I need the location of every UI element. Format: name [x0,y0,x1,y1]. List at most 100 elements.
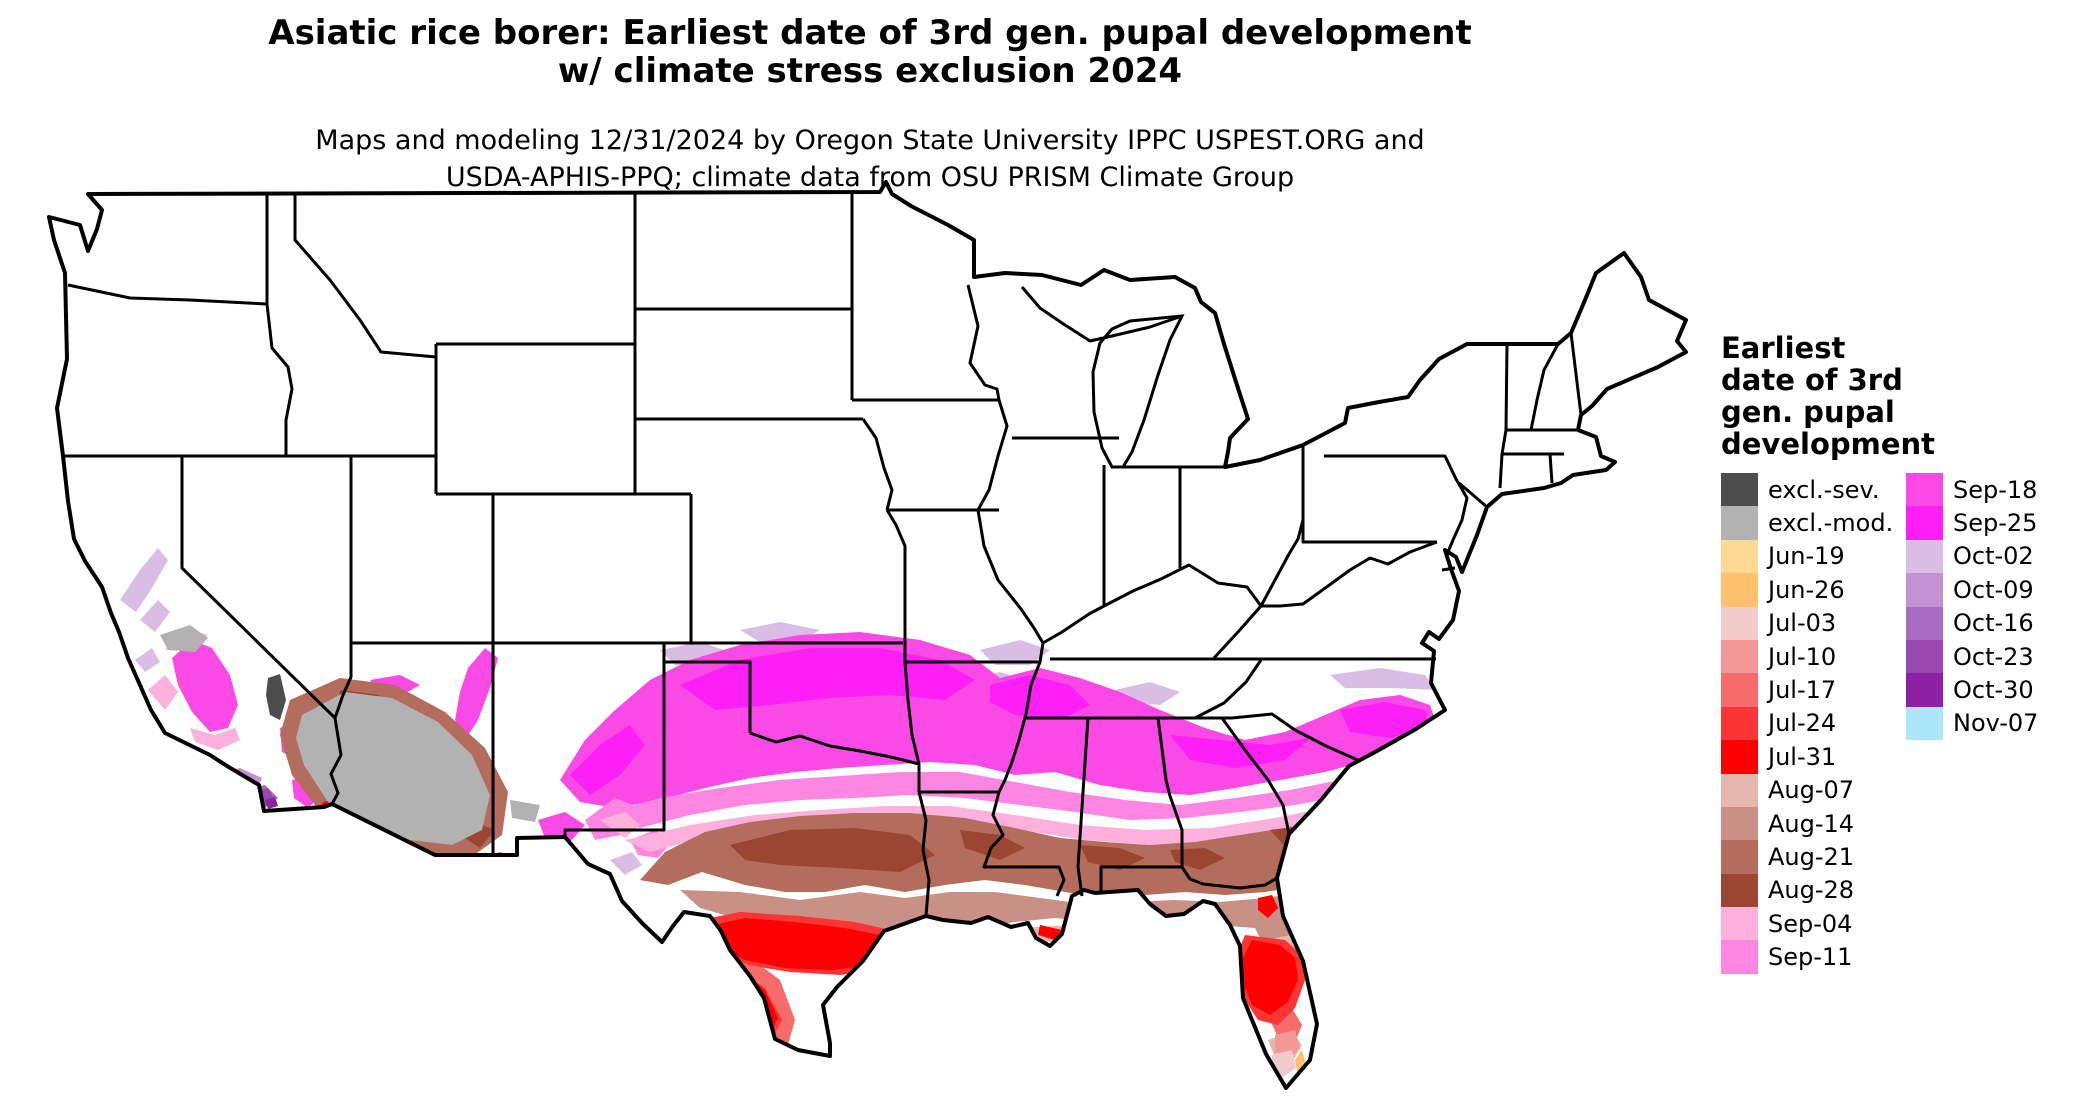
map-dot-jun26 [1261,1091,1269,1099]
page-title: Asiatic rice borer: Earliest date of 3rd… [40,14,1700,90]
map-region-excl-sev [266,674,286,720]
legend-swatch [1721,506,1758,540]
legend-item: excl.-mod. [1721,506,1894,540]
legend-label: Oct-30 [1953,676,2034,705]
map-region-sep25 [570,648,1430,795]
map-dot-jun26 [1277,1093,1283,1099]
legend-swatch [1906,539,1943,574]
legend-swatch [1721,639,1758,674]
legend-item: Oct-02 [1906,539,2038,574]
legend-label: Oct-16 [1953,609,2034,638]
map-region-aug28 [338,690,1345,880]
legend-label: Nov-07 [1953,709,2039,738]
legend-swatch [1721,673,1758,707]
legend-column-2: Sep-18 Sep-25 Oct-02 Oct-09 Oct-16 Oct-23 Oct-… [1906,473,2039,741]
legend-swatch [1906,673,1943,707]
legend-swatch [1721,539,1758,574]
legend-swatch [1721,806,1758,841]
map-dot-jun26 [1247,1089,1253,1095]
map-region-aug14 [680,880,1352,952]
subtitle-line-1: Maps and modeling 12/31/2024 by Oregon S… [315,125,1425,156]
legend-item: Nov-07 [1906,706,2039,741]
legend-column-1: excl.-sev. excl.-mod. Jun-19 Jun-26 Jul-03 Ju… [1721,473,1893,974]
legend-item: Aug-07 [1721,773,1893,807]
map-dot-jun19 [1256,1096,1260,1100]
legend-swatch [1721,706,1758,741]
legend-label: Jul-03 [1768,609,1837,638]
map-region-sep11 [585,755,1438,858]
legend-label: excl.-sev. [1768,475,1880,504]
map-dot-jun26 [1289,1087,1295,1088]
legend-swatch [1906,473,1943,507]
lake-michigan [1091,314,1185,469]
title-line-2: w/ climate stress exclusion 2024 [557,51,1183,91]
legend-swatch [1721,740,1758,774]
legend-item: Oct-23 [1906,639,2038,674]
legend-item: Jun-26 [1721,573,1893,607]
legend-item: Aug-14 [1721,806,1893,841]
legend-title: Earliest date of 3rd gen. pupal developm… [1721,331,1936,461]
legend-swatch [1721,940,1758,974]
state-borders [63,192,1583,917]
legend-label: Jul-10 [1768,642,1837,671]
legend-label: excl.-mod. [1768,509,1894,538]
title-line-1: Asiatic rice borer: Earliest date of 3rd… [268,13,1472,53]
legend-label: Jun-26 [1768,575,1845,604]
legend-swatch [1721,773,1758,807]
legend-swatch [1721,840,1758,874]
legend-item: Aug-21 [1721,840,1893,874]
page-subtitle: Maps and modeling 12/31/2024 by Oregon S… [40,122,1700,196]
legend-swatch [1906,573,1943,607]
legend-item: Jul-10 [1721,639,1893,674]
legend-item: Sep-25 [1906,506,2038,540]
legend-label: Jun-19 [1768,542,1845,571]
legend-label: Jul-31 [1768,742,1837,771]
legend-label: Sep-18 [1953,475,2038,504]
legend-item: Oct-30 [1906,673,2038,707]
legend-item: Sep-18 [1906,473,2038,507]
map-region-jul31 [700,895,1298,1038]
legend-swatch [1721,473,1758,507]
legend-swatch [1906,639,1943,674]
legend-item: Jul-24 [1721,706,1893,741]
legend-item: Aug-28 [1721,873,1893,908]
legend-item: Jul-03 [1721,606,1893,640]
map-region-sep18 [172,632,1438,878]
legend-label: Oct-23 [1953,642,2034,671]
legend-label: Aug-07 [1768,776,1855,805]
legend-label: Jul-17 [1768,676,1837,705]
legend-item: Sep-04 [1721,907,1893,941]
legend-item: Sep-11 [1721,940,1893,974]
legend-item: Oct-16 [1906,606,2038,640]
legend-label: Sep-04 [1768,909,1853,938]
us-outline [47,180,1688,1090]
legend-swatch [1721,573,1758,607]
map-dot-jul31 [373,837,379,843]
map-dot-jul31 [346,831,354,839]
legend-label: Oct-02 [1953,542,2034,571]
legend-label: Aug-14 [1768,809,1855,838]
legend-item: Jun-19 [1721,539,1893,574]
legend-item: Jul-31 [1721,740,1893,774]
legend-swatch [1906,706,1943,741]
legend-swatch [1721,606,1758,640]
subtitle-line-2: USDA-APHIS-PPQ; climate data from OSU PR… [445,162,1295,193]
legend-swatch [1906,606,1943,640]
legend-item: Jul-17 [1721,673,1893,707]
legend-label: Aug-21 [1768,842,1855,871]
map-region-excl-mod [160,625,540,845]
legend-label: Oct-09 [1953,575,2034,604]
legend-item: Oct-09 [1906,573,2038,607]
legend-label: Sep-25 [1953,509,2038,538]
legend-item: excl.-sev. [1721,473,1893,507]
map-region-oct30 [265,797,278,809]
legend-swatch [1906,506,1943,540]
legend-label: Jul-24 [1768,709,1837,738]
legend-label: Aug-28 [1768,876,1855,905]
legend-swatch [1721,907,1758,941]
legend-label: Sep-11 [1768,943,1853,972]
us-choropleth-map [47,180,1688,1100]
map-region-jun26 [1295,1050,1306,1076]
legend-swatch [1721,873,1758,908]
map-legend: Earliest date of 3rd gen. pupal developm… [1721,331,2093,974]
